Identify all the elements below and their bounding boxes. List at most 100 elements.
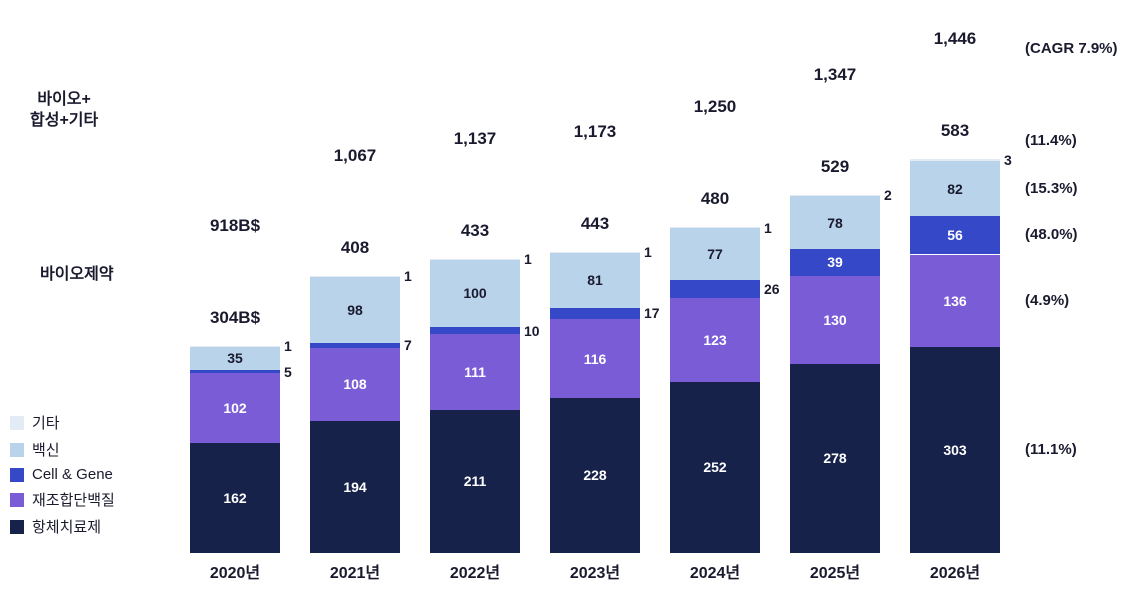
bar-segment-antibody: 303	[910, 347, 1000, 553]
segment-value-side: 1	[644, 244, 652, 260]
grand-total-label: 1,137	[430, 129, 520, 149]
plot-area: 1621025351304B$918B$19410879814081,06721…	[190, 10, 1023, 553]
bar-segment-antibody: 194	[310, 421, 400, 553]
x-tick: 2022년	[430, 559, 520, 583]
bio-total-label: 408	[310, 238, 400, 258]
bar-segment-vaccine: 100	[430, 259, 520, 327]
left-label-bio-synth-other: 바이오+ 합성+기타	[30, 90, 98, 132]
segment-value: 211	[464, 473, 487, 489]
segment-value-side: 1	[404, 268, 412, 284]
segment-value: 78	[827, 215, 843, 231]
legend-item-antibody: 항체치료제	[10, 516, 115, 537]
segment-value-side: 7	[404, 337, 412, 353]
bio-total-label: 304B$	[190, 308, 280, 328]
segment-value: 77	[707, 246, 723, 262]
bar-segment-antibody: 211	[430, 410, 520, 553]
bar-segment-cellgene: 56	[910, 216, 1000, 254]
segment-value: 35	[227, 350, 243, 366]
segment-value: 81	[587, 272, 603, 288]
segment-value: 98	[347, 302, 363, 318]
segment-value: 278	[823, 450, 846, 466]
segment-value: 116	[584, 351, 607, 367]
bar-segment-other	[310, 276, 400, 277]
bar-segment-recomb: 116	[550, 319, 640, 398]
segment-value-side: 1	[524, 251, 532, 267]
bar-segment-other	[430, 259, 520, 260]
segment-value: 228	[583, 467, 606, 483]
bar-segment-vaccine: 82	[910, 161, 1000, 217]
bio-total-label: 433	[430, 221, 520, 241]
bar-segment-recomb: 111	[430, 334, 520, 409]
bio-total-label: 480	[670, 189, 760, 209]
segment-value: 82	[947, 181, 963, 197]
cagr-header: (CAGR 7.9%)	[1025, 40, 1118, 57]
segment-value: 123	[703, 332, 726, 348]
grand-total-label: 1,173	[550, 122, 640, 142]
grand-total-label: 1,446	[910, 29, 1000, 49]
legend-item-cellgene: Cell & Gene	[10, 466, 115, 483]
bar-segment-cellgene	[670, 280, 760, 298]
cagr-recomb: (4.9%)	[1025, 292, 1069, 309]
bio-total-label: 443	[550, 214, 640, 234]
grand-total-label: 1,250	[670, 97, 760, 117]
bar-segment-recomb: 108	[310, 348, 400, 421]
segment-value-side: 2	[884, 187, 892, 203]
legend-label-recomb: 재조합단백질	[32, 489, 115, 510]
segment-value-side: 1	[764, 220, 772, 236]
x-tick: 2020년	[190, 559, 280, 583]
x-axis: 2020년2021년2022년2023년2024년2025년2026년	[190, 559, 1023, 583]
bar-segment-cellgene	[550, 308, 640, 320]
legend: 기타백신 Cell & Gene 재조합단백질항체치료제	[10, 412, 115, 543]
bar-segment-antibody: 162	[190, 443, 280, 553]
bar-segment-other	[910, 159, 1000, 161]
bar-segment-cellgene	[310, 343, 400, 348]
legend-swatch-vaccine	[10, 443, 24, 457]
legend-label-other: 기타	[32, 412, 60, 433]
bar-segment-other	[190, 346, 280, 347]
x-tick: 2026년	[910, 559, 1000, 583]
bar-segment-vaccine: 81	[550, 252, 640, 307]
bar-segment-other	[550, 252, 640, 253]
legend-item-vaccine: 백신	[10, 439, 115, 460]
legend-item-recomb: 재조합단백질	[10, 489, 115, 510]
legend-swatch-other	[10, 416, 24, 430]
legend-swatch-recomb	[10, 493, 24, 507]
segment-value: 136	[943, 293, 966, 309]
x-tick: 2021년	[310, 559, 400, 583]
grand-total-label: 1,067	[310, 146, 400, 166]
chart-container: 바이오+ 합성+기타 바이오제약 기타백신 Cell & Gene 재조합단백질항체…	[0, 0, 1133, 603]
bar-segment-cellgene: 39	[790, 249, 880, 276]
bar-segment-cellgene	[190, 370, 280, 373]
bar-segment-antibody: 278	[790, 364, 880, 553]
bar-segment-other	[670, 227, 760, 228]
segment-value: 252	[703, 459, 726, 475]
bio-total-label: 583	[910, 121, 1000, 141]
segment-value-side: 1	[284, 338, 292, 354]
legend-swatch-cellgene	[10, 468, 24, 482]
bar-segment-antibody: 252	[670, 382, 760, 553]
segment-value-side: 5	[284, 364, 292, 380]
left-label-bio-pharma: 바이오제약	[40, 265, 114, 286]
x-tick: 2024년	[670, 559, 760, 583]
segment-value: 56	[947, 227, 963, 243]
segment-value: 108	[343, 376, 366, 392]
segment-value: 39	[827, 254, 843, 270]
segment-value: 100	[463, 285, 486, 301]
legend-label-vaccine: 백신	[32, 439, 60, 460]
segment-value: 111	[464, 364, 486, 380]
cagr-vaccine: (15.3%)	[1025, 180, 1078, 197]
bar-segment-recomb: 130	[790, 276, 880, 364]
legend-swatch-antibody	[10, 520, 24, 534]
segment-value: 194	[343, 479, 366, 495]
segment-value-side: 26	[764, 281, 780, 297]
segment-value-side: 3	[1004, 152, 1012, 168]
bar-segment-recomb: 102	[190, 373, 280, 442]
segment-value: 102	[223, 400, 246, 416]
bar-segment-recomb: 136	[910, 255, 1000, 347]
cagr-antibody: (11.1%)	[1025, 441, 1077, 458]
bar-segment-vaccine: 77	[670, 228, 760, 280]
bio-total-label: 529	[790, 157, 880, 177]
bar-segment-vaccine: 78	[790, 196, 880, 249]
segment-value-side: 17	[644, 305, 660, 321]
segment-value: 162	[223, 490, 246, 506]
